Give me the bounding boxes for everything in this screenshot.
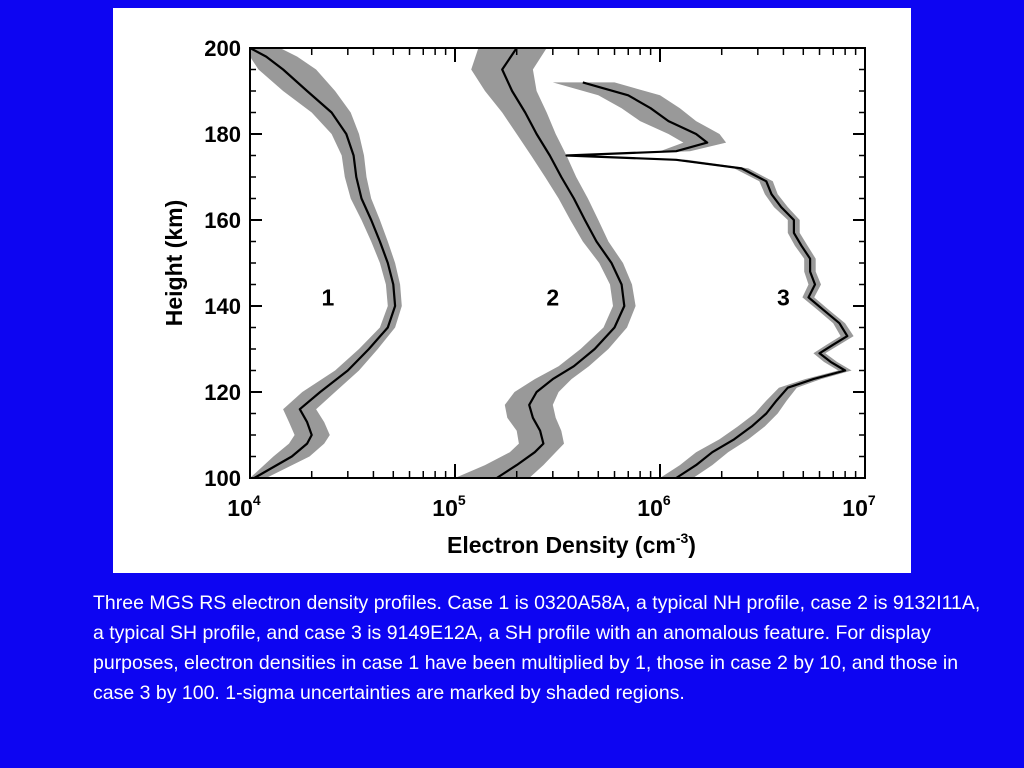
y-tick-label-200: 200 (204, 36, 241, 61)
y-tick-label-160: 160 (204, 208, 241, 233)
x-axis-title: Electron Density (cm-3) (447, 530, 696, 558)
series-labels: 1 2 3 (322, 284, 790, 310)
x-tick-label-6: 106 (637, 492, 671, 521)
profile-lines (249, 47, 849, 479)
x-axis-title-main: Electron Density (cm (447, 532, 676, 558)
series-label-1: 1 (322, 284, 335, 310)
profile-line-3 (565, 81, 849, 479)
figure-caption: Three MGS RS electron density profiles. … (93, 592, 981, 704)
x-axis-title-sup: -3 (676, 530, 689, 546)
x-axis-title-tail: ) (688, 532, 696, 558)
x-tick-label-7: 107 (842, 492, 876, 521)
y-tick-label-100: 100 (204, 466, 241, 491)
x-tick-label-5: 105 (432, 492, 466, 521)
uncertainty-bands (250, 48, 854, 479)
y-tick-label-180: 180 (204, 122, 241, 147)
profile-line-1 (249, 47, 397, 479)
uncertainty-band-2 (455, 48, 636, 478)
uncertainty-band-1 (250, 48, 402, 478)
axis-ticks: 100 120 140 160 180 200 104 105 106 107 (204, 36, 876, 521)
series-label-2: 2 (546, 284, 559, 310)
y-axis-title: Height (km) (161, 200, 187, 327)
profile-line-2 (496, 47, 626, 479)
x-tick-label-4: 104 (227, 492, 261, 521)
y-tick-label-140: 140 (204, 294, 241, 319)
series-label-3: 3 (777, 284, 790, 310)
y-tick-label-120: 120 (204, 380, 241, 405)
chart-panel: 100 120 140 160 180 200 104 105 106 107 1 2 3 Heigh… (113, 8, 911, 573)
uncertainty-band-3 (552, 82, 854, 479)
electron-density-chart: 100 120 140 160 180 200 104 105 106 107 1 2 3 Heigh… (161, 36, 876, 558)
